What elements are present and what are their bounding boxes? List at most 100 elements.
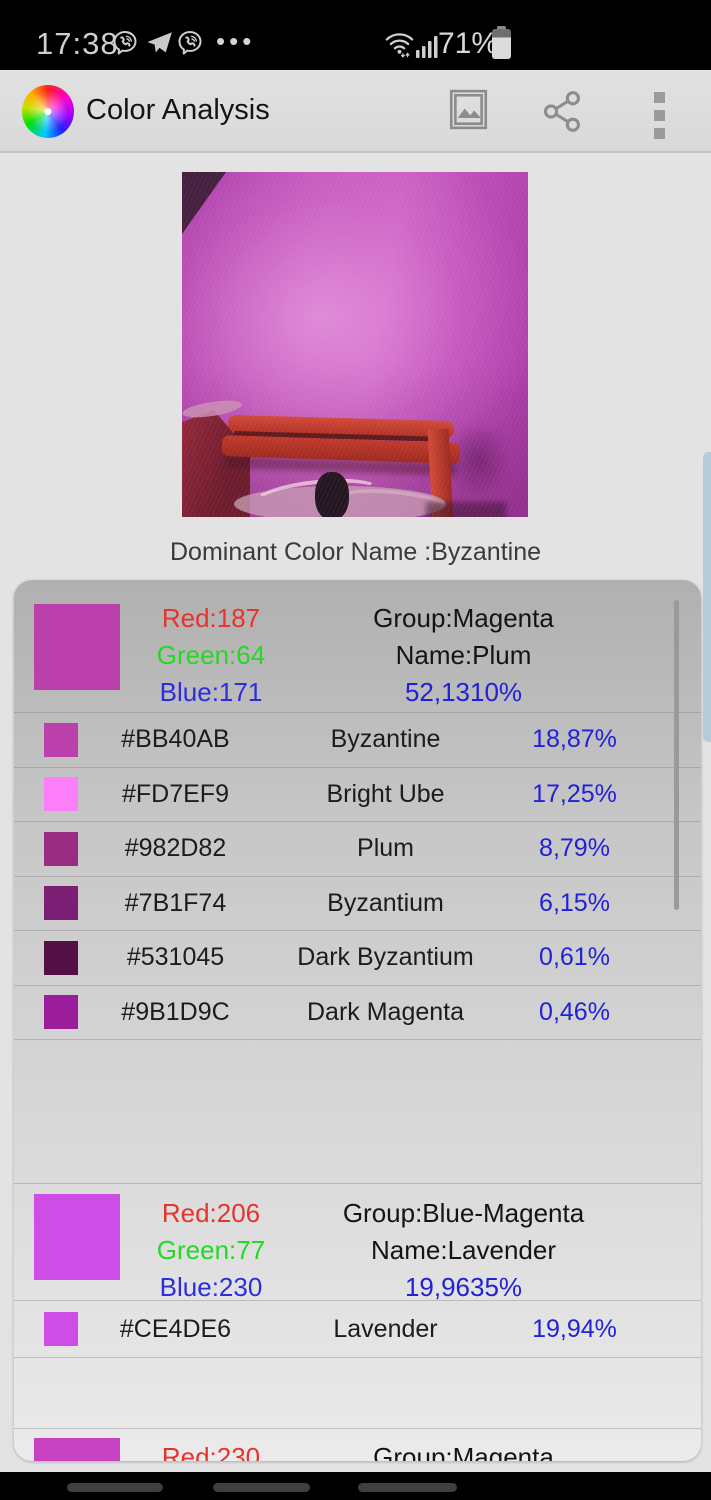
card-scrollbar[interactable] bbox=[674, 600, 679, 910]
color-row[interactable]: #982D82 Plum 8,79% bbox=[14, 821, 701, 876]
blue-value: Blue:230 bbox=[159, 1272, 263, 1302]
color-row[interactable]: #531045 Dark Byzantium 0,61% bbox=[14, 930, 701, 985]
photo-headboard-rail bbox=[227, 414, 455, 439]
row-color-name: Byzantine bbox=[330, 725, 441, 754]
row-percent: 6,15% bbox=[539, 888, 610, 917]
color-row[interactable]: #BB40AB Byzantine 18,87% bbox=[14, 712, 701, 767]
color-row[interactable]: #7B1F74 Byzantium 6,15% bbox=[14, 875, 701, 931]
row-swatch bbox=[44, 1312, 78, 1346]
app-bar: Color Analysis bbox=[0, 70, 711, 153]
row-color-name: Byzantium bbox=[327, 888, 444, 917]
row-hex: #BB40AB bbox=[121, 725, 230, 754]
photo-rail-shadow bbox=[223, 455, 457, 476]
gallery-icon[interactable] bbox=[446, 87, 491, 137]
recents-gesture-pill[interactable] bbox=[67, 1483, 163, 1492]
photo-headboard-rail bbox=[221, 435, 461, 464]
color-row[interactable]: #FD7EF9 Bright Ube 17,25% bbox=[14, 766, 701, 822]
row-swatch bbox=[44, 886, 78, 921]
photo-cable bbox=[330, 484, 454, 517]
viber-icon bbox=[111, 29, 139, 62]
wifi-icon bbox=[384, 30, 415, 63]
section-spacer bbox=[14, 1358, 701, 1428]
photo-headboard-gap bbox=[233, 431, 449, 442]
overflow-dot bbox=[654, 92, 665, 103]
color-group-header: Red:187 Green:64 Blue:171 Group:Magenta … bbox=[14, 580, 701, 712]
row-hex: #CE4DE6 bbox=[119, 1314, 232, 1343]
telegram-icon bbox=[146, 31, 173, 61]
row-percent: 0,61% bbox=[539, 943, 610, 972]
row-swatch bbox=[44, 940, 78, 975]
share-icon[interactable] bbox=[541, 89, 584, 139]
row-color-name: Dark Byzantium bbox=[297, 943, 474, 972]
photo-floor-clutter bbox=[234, 486, 446, 517]
group-info-column: Group:Blue-Magenta Name:Lavender 19,9635… bbox=[296, 1184, 631, 1302]
group-swatch bbox=[34, 1438, 120, 1461]
photo-floor-shadow bbox=[426, 502, 506, 517]
signal-bars-icon bbox=[416, 34, 440, 63]
clock: 17:38 bbox=[36, 26, 119, 61]
dominant-color-label: Dominant Color Name :Byzantine bbox=[170, 538, 541, 566]
group-swatch bbox=[34, 604, 120, 690]
overflow-dot bbox=[654, 110, 665, 121]
row-percent: 0,46% bbox=[539, 997, 610, 1026]
color-name: Name:Lavender bbox=[371, 1235, 556, 1265]
overflow-dot bbox=[654, 128, 665, 139]
photo-dark-corner bbox=[182, 172, 226, 234]
analyzed-photo[interactable] bbox=[182, 172, 528, 517]
group-swatch bbox=[34, 1194, 120, 1280]
blue-value: Blue:171 bbox=[159, 677, 263, 707]
row-hex: #7B1F74 bbox=[124, 888, 227, 917]
group-name: Group:Blue-Magenta bbox=[342, 1198, 585, 1228]
row-swatch bbox=[44, 831, 78, 866]
photo-dark-object bbox=[315, 472, 349, 517]
photo-wall-shadow bbox=[446, 422, 510, 500]
overflow-menu-icon[interactable] bbox=[654, 92, 665, 139]
color-wheel-logo bbox=[22, 85, 74, 138]
color-group-header: Red:206 Green:77 Blue:230 Group:Blue-Mag… bbox=[14, 1183, 701, 1302]
rgb-column: Red:230 bbox=[126, 1429, 296, 1461]
color-row[interactable]: #9B1D9C Dark Magenta 0,46% bbox=[14, 984, 701, 1040]
row-percent: 17,25% bbox=[532, 779, 617, 808]
home-gesture-pill[interactable] bbox=[213, 1483, 310, 1492]
group-info-column: Group:Magenta Name:Plum 52,1310% bbox=[296, 580, 631, 712]
green-value: Green:64 bbox=[156, 640, 266, 670]
battery-percent: 71% bbox=[438, 27, 499, 60]
row-color-name: Plum bbox=[357, 834, 414, 863]
status-bar: 17:38 ••• bbox=[0, 0, 711, 70]
group-name: Group:Magenta bbox=[373, 603, 554, 633]
group-name: Group:Magenta bbox=[373, 1442, 554, 1461]
row-color-name: Bright Ube bbox=[326, 779, 445, 808]
row-percent: 19,94% bbox=[532, 1314, 617, 1343]
row-swatch bbox=[44, 722, 78, 757]
red-value: Red:206 bbox=[161, 1198, 261, 1228]
group-percent: 52,1310% bbox=[404, 677, 523, 707]
row-swatch bbox=[44, 995, 78, 1030]
divider bbox=[14, 1039, 701, 1040]
group-info-column: Group:Magenta bbox=[296, 1429, 631, 1461]
color-results-card[interactable]: Red:187 Green:64 Blue:171 Group:Magenta … bbox=[14, 580, 701, 1461]
viber-icon bbox=[176, 29, 204, 62]
more-notifications-icon: ••• bbox=[216, 26, 256, 56]
red-value: Red:230 bbox=[161, 1442, 261, 1461]
photo-cable bbox=[250, 473, 384, 517]
color-group-header: Red:230 Group:Magenta bbox=[14, 1428, 701, 1461]
row-hex: #9B1D9C bbox=[121, 997, 230, 1026]
row-percent: 8,79% bbox=[539, 834, 610, 863]
row-swatch bbox=[44, 777, 78, 812]
red-value: Red:187 bbox=[161, 603, 261, 633]
section-spacer bbox=[14, 1040, 701, 1183]
row-hex: #531045 bbox=[126, 943, 225, 972]
row-hex: #982D82 bbox=[124, 834, 227, 863]
green-value: Green:77 bbox=[156, 1235, 266, 1265]
back-gesture-pill[interactable] bbox=[358, 1483, 457, 1492]
page-scrollbar[interactable] bbox=[703, 452, 711, 742]
row-percent: 18,87% bbox=[532, 725, 617, 754]
group-percent: 19,9635% bbox=[404, 1272, 523, 1302]
color-row[interactable]: #CE4DE6 Lavender 19,94% bbox=[14, 1300, 701, 1357]
photo-desk-corner bbox=[182, 410, 250, 517]
page-title: Color Analysis bbox=[86, 94, 270, 126]
rgb-column: Red:206 Green:77 Blue:230 bbox=[126, 1184, 296, 1302]
battery-icon bbox=[492, 26, 511, 59]
row-hex: #FD7EF9 bbox=[122, 779, 229, 808]
rgb-column: Red:187 Green:64 Blue:171 bbox=[126, 580, 296, 712]
